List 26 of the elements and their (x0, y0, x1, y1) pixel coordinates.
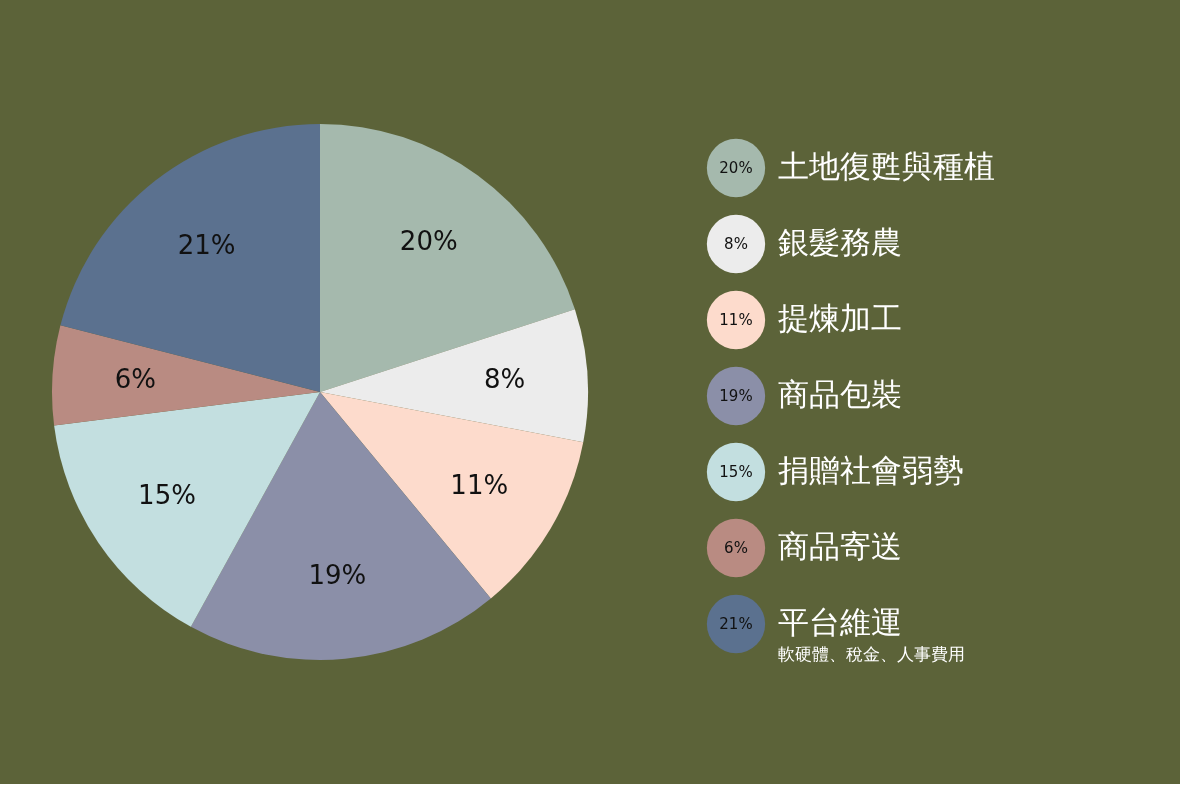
data-label: 8% (484, 364, 526, 395)
data-label: 6% (114, 364, 156, 395)
text: 6% (724, 539, 748, 557)
text: 19% (719, 387, 753, 405)
pie-slice (52, 325, 320, 426)
data-label: 19% (308, 560, 367, 591)
data-label: 21% (177, 229, 236, 260)
data-label: 11% (450, 470, 509, 501)
pie-slice (320, 309, 588, 443)
text: 20% (719, 159, 753, 177)
text: 11% (719, 311, 753, 329)
pie-slice (320, 124, 575, 392)
text: 軟硬體、稅金、人事費用 (778, 643, 965, 664)
legend-label: 商品寄送 (778, 528, 902, 564)
data-label: 20% (399, 226, 458, 257)
legend-label: 提煉加工 (778, 300, 902, 336)
legend-label: 捐贈社會弱勢 (778, 452, 964, 488)
data-label: 15% (138, 479, 196, 510)
text: 15% (719, 463, 753, 481)
legend-label: 商品包裝 (778, 376, 902, 412)
text: 21% (719, 615, 753, 633)
pie-slice (60, 124, 320, 392)
legend-label: 土地復甦與種植 (778, 148, 995, 184)
legend-label: 平台維運 (778, 604, 902, 640)
legend-label: 銀髮務農 (778, 224, 902, 260)
text: 8% (724, 235, 748, 253)
